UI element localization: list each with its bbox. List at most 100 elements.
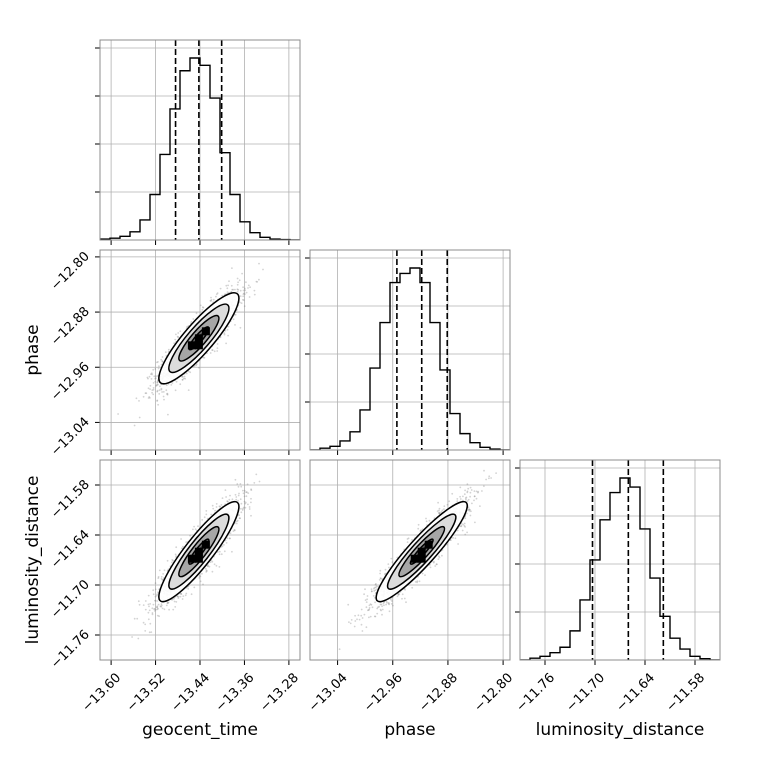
scatter-point [380, 577, 382, 580]
scatter-point [150, 372, 153, 375]
scatter-point [424, 574, 426, 576]
y-tick-label: −13.04 [48, 415, 93, 460]
scatter-point [244, 501, 247, 504]
scatter-point [244, 506, 247, 509]
scatter-point [451, 492, 454, 495]
scatter-point [137, 600, 140, 603]
scatter-point [154, 582, 157, 584]
scatter-point [360, 608, 363, 611]
scatter-point [245, 491, 248, 494]
scatter-point [376, 612, 379, 615]
scatter-point [218, 553, 221, 556]
y-tick-label: −11.70 [48, 577, 93, 622]
scatter-point [219, 287, 222, 290]
scatter-point [195, 363, 198, 366]
scatter-point [243, 489, 246, 492]
scatter-point [239, 295, 242, 297]
scatter-point [180, 547, 183, 550]
scatter-point [151, 613, 154, 616]
scatter-point [226, 291, 229, 293]
scatter-point [250, 489, 253, 491]
scatter-point [157, 603, 160, 606]
scatter-point [146, 376, 149, 379]
scatter-point [262, 268, 264, 271]
scatter-point [253, 289, 256, 292]
scatter-point [231, 288, 234, 291]
scatter-point [228, 498, 231, 501]
scatter-point [467, 487, 470, 490]
scatter-point [154, 595, 157, 598]
scatter-point [148, 609, 151, 612]
scatter-point [244, 293, 246, 295]
scatter-point [209, 352, 212, 354]
scatter-point [210, 300, 213, 302]
scatter-point [216, 292, 219, 294]
scatter-point [464, 533, 467, 536]
scatter-point [162, 573, 165, 575]
scatter-point [467, 509, 469, 512]
scatter-point [490, 477, 492, 479]
scatter-point [364, 588, 366, 591]
scatter-point [183, 375, 186, 378]
scatter-point [204, 567, 207, 570]
scatter-point [155, 384, 158, 387]
scatter-point [155, 375, 157, 378]
scatter-point [153, 608, 156, 610]
scatter-point [167, 601, 170, 604]
scatter-point [207, 565, 210, 568]
scatter-point [385, 600, 388, 603]
scatter-point [247, 492, 250, 494]
scatter-point [155, 606, 158, 608]
scatter-point [185, 372, 188, 375]
scatter-point [367, 609, 369, 612]
scatter-point [161, 360, 164, 362]
scatter-point [438, 509, 440, 512]
scatter-point [175, 546, 178, 549]
scatter-point [138, 400, 140, 402]
scatter-point [243, 500, 246, 503]
scatter-point [154, 608, 157, 611]
scatter-point [148, 396, 151, 398]
scatter-point [255, 473, 258, 476]
scatter-point [241, 509, 244, 511]
scatter-point [368, 616, 370, 619]
y-tick-label: −11.76 [48, 627, 93, 672]
scatter-point [157, 591, 159, 594]
scatter-point [379, 569, 382, 572]
scatter-point [417, 527, 420, 530]
scatter-point [149, 397, 151, 399]
scatter-point [466, 500, 469, 503]
scatter-point [379, 572, 381, 575]
scatter-point [160, 387, 163, 390]
scatter-point [154, 599, 157, 602]
scatter-point [232, 530, 235, 532]
scatter-point [244, 502, 247, 505]
scatter-point [177, 597, 180, 599]
scatter-point [457, 543, 459, 545]
scatter-point [151, 391, 154, 394]
scatter-point [227, 334, 230, 337]
scatter-point [166, 392, 169, 395]
scatter-point [206, 570, 208, 572]
scatter-point [213, 350, 216, 353]
scatter-point [223, 333, 226, 336]
scatter-point [237, 485, 240, 488]
scatter-point [390, 603, 393, 605]
scatter-point [218, 566, 221, 568]
scatter-point [456, 500, 459, 502]
scatter-point [163, 398, 165, 401]
scatter-point [158, 615, 161, 618]
density-peak-cell [194, 547, 203, 556]
scatter-point [149, 622, 152, 625]
scatter-point [401, 593, 404, 596]
scatter-point [151, 612, 154, 614]
scatter-point [365, 626, 368, 629]
scatter-point [180, 593, 183, 595]
scatter-point [192, 528, 194, 531]
scatter-point [152, 589, 155, 592]
scatter-point [215, 295, 217, 298]
scatter-point [142, 621, 145, 624]
scatter-point [231, 550, 233, 553]
scatter-point [368, 608, 371, 611]
scatter-point [464, 489, 466, 492]
